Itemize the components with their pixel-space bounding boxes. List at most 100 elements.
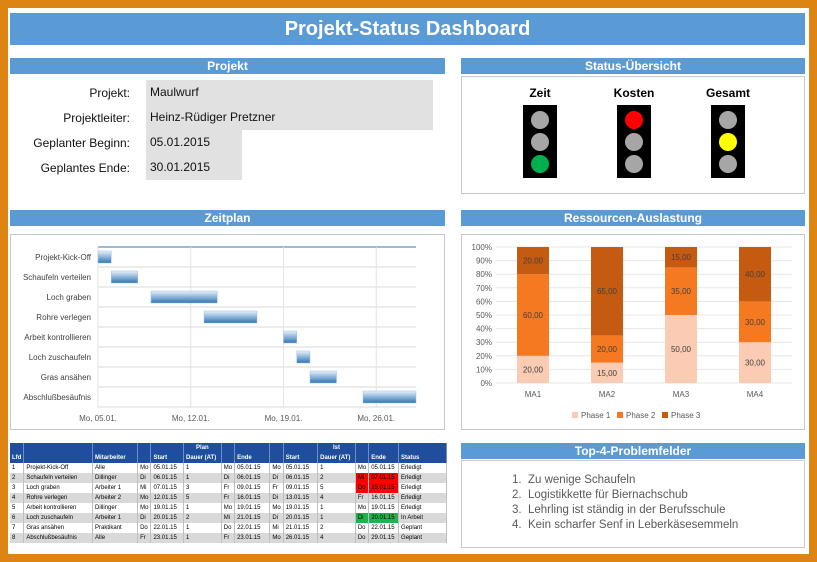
- project-lead-value[interactable]: Heinz-Rüdiger Pretzner: [146, 105, 433, 130]
- lamp-bottom-icon: [719, 155, 737, 173]
- table-row[interactable]: 1 Projekt-Kick-Off Alle Mo 05.01.15 1 Mo 05.01.…: [10, 463, 447, 473]
- gantt-bar: [296, 350, 311, 364]
- table-cell: Di: [137, 473, 152, 483]
- problems-panel: 1. Zu wenige Schaufeln 2. Logistikkette …: [461, 460, 805, 548]
- table-cell: 7: [10, 523, 25, 533]
- table-cell: 23.01.15: [234, 533, 271, 543]
- project-label: Projekt:: [89, 86, 130, 100]
- table-cell: 20.01.15: [368, 513, 400, 523]
- column-header: [355, 453, 370, 463]
- problem-text: Logistikkette für Biernachschub: [527, 489, 688, 501]
- resource-chart: 0% 10% 20% 30% 40% 50% 60% 70% 80% 90% 100% 20,00 60…: [472, 243, 792, 420]
- legend-swatch: [662, 412, 668, 418]
- project-lead-label: Projektleiter:: [63, 111, 130, 125]
- table-cell: Mo: [221, 503, 236, 513]
- project-section-header: Projekt: [10, 58, 445, 74]
- gantt-panel: Mo, 05.01. Mo, 12.01. Mo, 19.01. Mo, 26.01.…: [10, 234, 445, 430]
- table-cell: 21.01.15: [234, 513, 271, 523]
- table-cell: Mo: [355, 503, 370, 513]
- table-cell: Mo: [355, 463, 370, 473]
- table-cell: 5: [317, 483, 356, 493]
- resource-data-label: 50,00: [671, 345, 692, 354]
- table-cell: Erledigt: [398, 483, 447, 493]
- ressourcen-section-header: Ressourcen-Auslastung: [461, 210, 805, 226]
- column-header: [269, 453, 284, 463]
- table-cell: Mo: [269, 533, 284, 543]
- resource-y-tick-label: 10%: [476, 365, 492, 374]
- resource-y-tick-label: 80%: [476, 270, 492, 279]
- legend-label: Phase 1: [581, 411, 611, 420]
- table-cell: 15.01.15: [368, 483, 400, 493]
- planned-end-value[interactable]: 30.01.2015: [146, 155, 242, 180]
- problem-item-2: 2. Logistikkette für Biernachschub: [512, 489, 688, 501]
- table-row[interactable]: 8 Abschlußbesäufnis Alle Fr 23.01.15 1 Fr 23.01…: [10, 533, 447, 543]
- resource-bar-segment: [591, 335, 623, 363]
- table-cell: Alle: [92, 463, 139, 473]
- resource-data-label: 35,00: [671, 287, 692, 296]
- resource-bar-segment: [517, 355, 549, 383]
- lamp-middle-icon: [531, 133, 549, 151]
- table-cell: Mo: [137, 463, 152, 473]
- table-cell: Di: [269, 473, 284, 483]
- table-cell: 12.01.15: [150, 493, 184, 503]
- planned-start-value[interactable]: 05.01.2015: [146, 130, 242, 155]
- table-row[interactable]: 5 Arbeit kontrollieren Dillinger Mo 19.01.15…: [10, 503, 447, 513]
- column-header: Lfd: [10, 453, 25, 463]
- legend-label: Phase 2: [626, 411, 656, 420]
- problem-item-4: 4. Kein scharfer Senf in Leberkäsesemmel…: [512, 519, 739, 531]
- table-cell: 5: [183, 493, 222, 503]
- resource-data-label: 40,00: [745, 270, 766, 279]
- table-cell: 1: [183, 503, 222, 513]
- table-cell: Dillinger: [92, 503, 139, 513]
- table-cell: 20.01.15: [150, 513, 184, 523]
- column-header: [221, 453, 236, 463]
- problem-item-3: 3. Lehrling ist ständig in der Berufssch…: [512, 504, 726, 516]
- traffic-light-label-zeit: Zeit: [529, 86, 551, 100]
- legend-swatch: [572, 412, 578, 418]
- table-row[interactable]: 4 Rohre verlegen Arbeiter 2 Mo 12.01.15 5 Fr 16…: [10, 493, 447, 503]
- table-row[interactable]: 3 Loch graben Arbeiter 1 Mi 07.01.15 3 Fr 09.01…: [10, 483, 447, 493]
- table-cell: Do: [355, 523, 370, 533]
- traffic-light-zeit: [523, 105, 557, 178]
- task-table-container: Plan Ist Lfd Mitarbeiter Start Dauer (AT) En…: [10, 443, 447, 549]
- table-cell: 07.01.15: [150, 483, 184, 493]
- resource-x-tick-label: MA2: [599, 390, 616, 399]
- lamp-middle-icon: [719, 133, 737, 151]
- table-cell: Do: [137, 523, 152, 533]
- resource-data-label: 60,00: [523, 311, 544, 320]
- column-header: [137, 453, 152, 463]
- table-cell: 1: [183, 463, 222, 473]
- gantt-bar: [97, 250, 112, 264]
- resource-bar-segment: [665, 315, 697, 383]
- table-row[interactable]: 2 Schaufeln verteilen Dillinger Di 06.01.15 1…: [10, 473, 447, 483]
- table-cell: Fr: [221, 493, 236, 503]
- resource-bar-segment: [665, 247, 697, 268]
- table-row[interactable]: 7 Gras ansähen Praktikant Do 22.01.15 1 Do 22.0…: [10, 523, 447, 533]
- table-cell: Dillinger: [92, 473, 139, 483]
- table-cell: 05.01.15: [283, 463, 319, 473]
- table-cell: 29.01.15: [368, 533, 400, 543]
- resource-y-tick-label: 30%: [476, 338, 492, 347]
- table-cell: 09.01.15: [283, 483, 319, 493]
- table-cell: 20.01.15: [283, 513, 319, 523]
- table-cell: Geplant: [398, 523, 447, 533]
- table-cell: Mi: [221, 513, 236, 523]
- planned-start-label: Geplanter Beginn:: [33, 136, 130, 150]
- column-header: Start: [283, 453, 319, 463]
- project-value[interactable]: Maulwurf: [146, 80, 433, 105]
- problem-text: Zu wenige Schaufeln: [527, 474, 636, 486]
- gantt-bar: [111, 270, 138, 284]
- resource-x-tick-label: MA1: [525, 390, 542, 399]
- table-cell: Mi: [269, 523, 284, 533]
- table-cell: 19.01.15: [283, 503, 319, 513]
- legend-label: Phase 3: [671, 411, 701, 420]
- table-cell: Erledigt: [398, 463, 447, 473]
- legend-swatch: [617, 412, 623, 418]
- gantt-category-label: Rohre verlegen: [36, 313, 91, 322]
- table-cell: 23.01.15: [150, 533, 184, 543]
- table-cell: Do: [355, 483, 370, 493]
- table-cell: 2: [10, 473, 25, 483]
- resource-data-label: 65,00: [597, 287, 618, 296]
- table-row[interactable]: 6 Loch zuschaufeln Arbeiter 1 Di 20.01.15 2 Mi…: [10, 513, 447, 523]
- table-cell: 06.01.15: [234, 473, 271, 483]
